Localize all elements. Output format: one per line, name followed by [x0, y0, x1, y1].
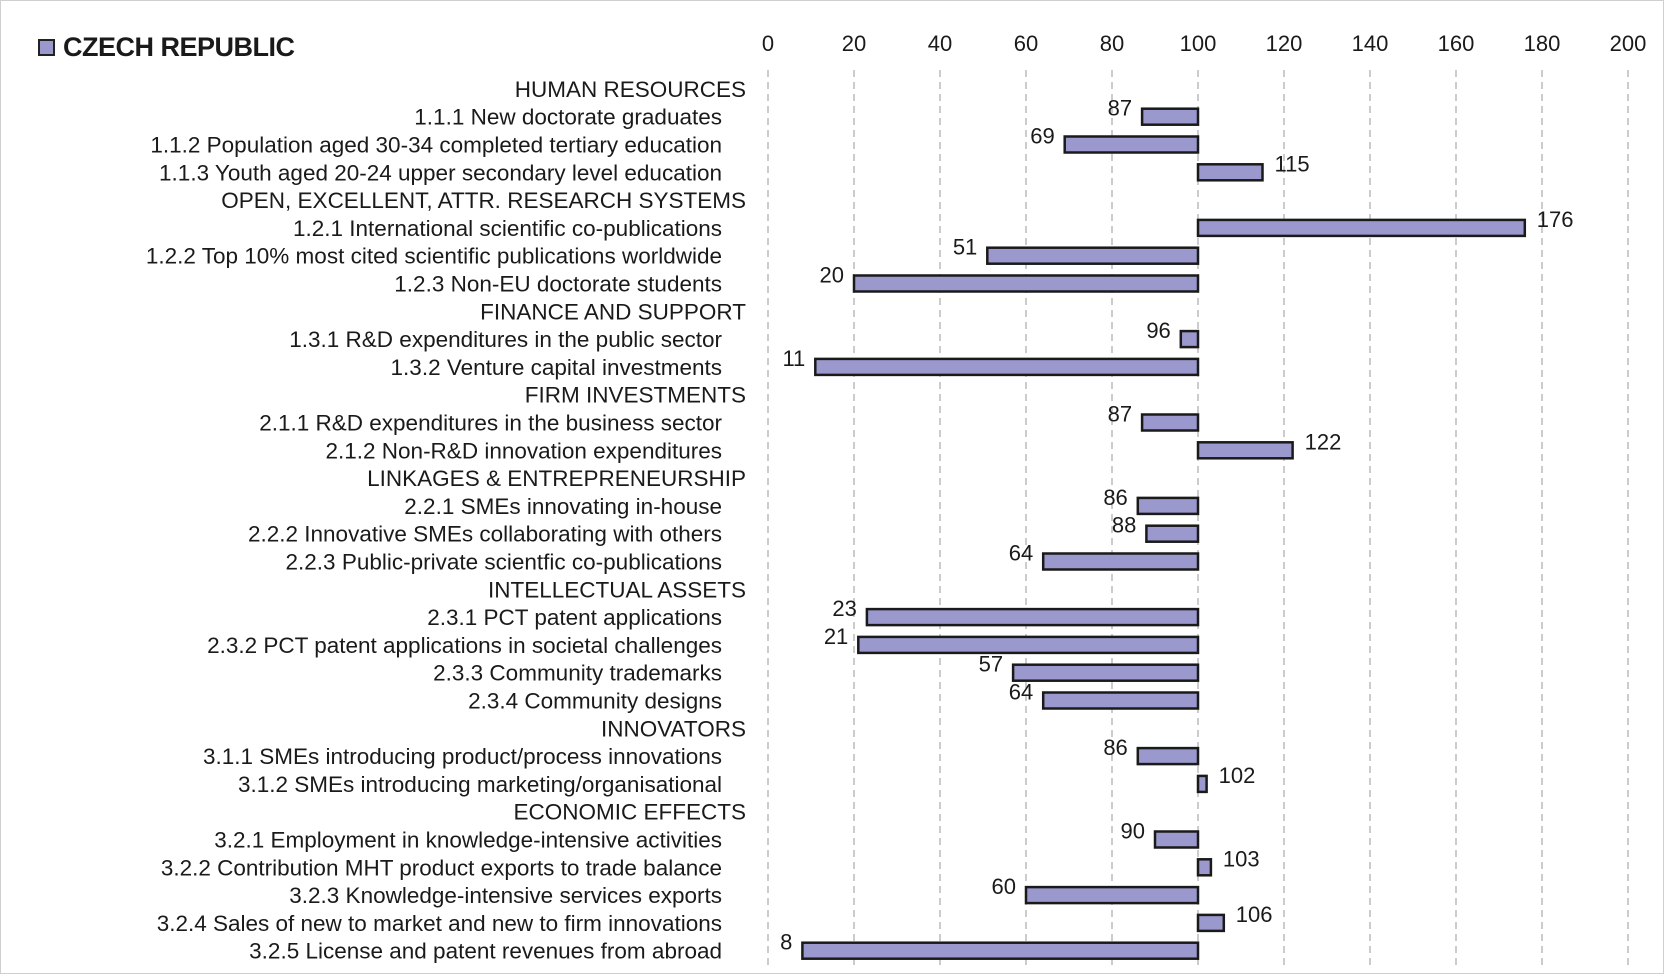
bar — [1136, 746, 1200, 766]
group-header: INTELLECTUAL ASSETS — [488, 577, 746, 602]
data-label: 122 — [1305, 429, 1342, 454]
x-tick-label: 200 — [1610, 31, 1647, 56]
data-label: 87 — [1108, 402, 1132, 427]
data-label: 103 — [1223, 846, 1260, 871]
bar — [1196, 441, 1294, 460]
category-label: 1.1.2 Population aged 30-34 completed te… — [150, 133, 722, 158]
x-tick-label: 120 — [1266, 31, 1303, 56]
data-label: 64 — [1009, 541, 1033, 566]
x-tick-label: 20 — [842, 31, 866, 56]
bar — [1145, 524, 1200, 543]
category-label: 3.2.5 License and patent revenues from a… — [249, 939, 722, 964]
bar — [1196, 774, 1208, 794]
bar — [1011, 663, 1200, 682]
data-label: 176 — [1537, 207, 1574, 232]
data-label: 21 — [824, 624, 848, 649]
category-label: 2.2.3 Public-private scientfic co-public… — [286, 550, 722, 575]
x-tick-label: 100 — [1180, 31, 1217, 56]
bar — [1196, 163, 1264, 182]
bar — [1063, 135, 1200, 154]
bar — [1136, 496, 1200, 516]
legend-label: CZECH REPUBLIC — [63, 32, 295, 62]
group-header: INNOVATORS — [601, 716, 746, 741]
data-label: 87 — [1108, 96, 1132, 121]
category-label: 1.3.2 Venture capital investments — [391, 355, 722, 380]
data-label: 115 — [1275, 151, 1310, 176]
category-label: 1.2.1 International scientific co-public… — [293, 216, 722, 241]
category-label: 1.2.2 Top 10% most cited scientific publ… — [146, 244, 722, 269]
category-label: 1.1.3 Youth aged 20-24 upper secondary l… — [159, 160, 722, 185]
category-label: 2.3.4 Community designs — [468, 689, 722, 714]
data-label: 88 — [1112, 513, 1136, 538]
group-header: OPEN, EXCELLENT, ATTR. RESEARCH SYSTEMS — [221, 188, 746, 213]
bar — [1041, 691, 1200, 710]
category-label: 3.2.4 Sales of new to market and new to … — [157, 911, 722, 936]
bar — [1153, 830, 1200, 849]
data-label: 96 — [1146, 318, 1170, 343]
x-tick-label: 140 — [1352, 31, 1389, 56]
bar — [1024, 885, 1200, 905]
data-label: 90 — [1121, 819, 1145, 844]
category-label: 3.2.1 Employment in knowledge-intensive … — [214, 828, 722, 853]
data-label: 86 — [1103, 735, 1127, 760]
data-label: 64 — [1009, 680, 1033, 705]
group-header: ECONOMIC EFFECTS — [513, 800, 746, 825]
bar — [986, 246, 1200, 265]
legend-swatch — [38, 39, 55, 56]
x-tick-label: 40 — [928, 31, 952, 56]
category-label: 3.1.1 SMEs introducing product/process i… — [203, 744, 722, 769]
bar — [1196, 218, 1527, 238]
bar — [1196, 858, 1213, 877]
bar — [1140, 413, 1200, 432]
x-tick-label: 160 — [1438, 31, 1475, 56]
data-label: 23 — [832, 596, 856, 621]
category-label: 2.1.1 R&D expenditures in the business s… — [259, 411, 722, 436]
category-label: 1.2.3 Non-EU doctorate students — [394, 272, 722, 297]
bar — [1041, 552, 1200, 571]
group-header: FIRM INVESTMENTS — [525, 383, 746, 408]
bar — [1196, 913, 1226, 933]
category-label: 1.3.1 R&D expenditures in the public sec… — [289, 327, 722, 352]
bar — [801, 941, 1200, 960]
bar — [1140, 107, 1200, 126]
group-header: HUMAN RESOURCES — [515, 77, 746, 102]
bar — [857, 635, 1200, 655]
x-tick-label: 0 — [762, 31, 774, 56]
bar — [814, 357, 1200, 377]
data-label: 57 — [979, 652, 1003, 677]
category-label: 2.3.3 Community trademarks — [433, 661, 722, 686]
data-label: 86 — [1103, 485, 1127, 510]
x-tick-label: 180 — [1524, 31, 1561, 56]
category-label: 2.3.2 PCT patent applications in societa… — [207, 633, 722, 658]
category-label: 2.3.1 PCT patent applications — [427, 605, 722, 630]
group-header: LINKAGES & ENTREPRENEURSHIP — [367, 466, 746, 491]
category-label: 3.2.2 Contribution MHT product exports t… — [161, 855, 722, 880]
category-label: 3.1.2 SMEs introducing marketing/organis… — [238, 772, 722, 797]
data-label: 102 — [1219, 763, 1256, 788]
data-label: 20 — [820, 263, 844, 288]
category-label: 1.1.1 New doctorate graduates — [414, 105, 722, 130]
data-label: 69 — [1030, 124, 1054, 149]
data-label: 60 — [992, 874, 1016, 899]
data-label: 8 — [780, 930, 792, 955]
category-label: 2.2.1 SMEs innovating in-house — [404, 494, 722, 519]
bar — [865, 607, 1200, 627]
x-tick-label: 60 — [1014, 31, 1038, 56]
data-label: 51 — [953, 235, 977, 260]
x-tick-label: 80 — [1100, 31, 1124, 56]
bar — [1179, 329, 1200, 349]
category-label: 3.2.3 Knowledge-intensive services expor… — [289, 883, 722, 908]
group-header: FINANCE AND SUPPORT — [480, 299, 746, 324]
data-label: 11 — [782, 346, 805, 371]
category-label: 2.1.2 Non-R&D innovation expenditures — [326, 438, 723, 463]
bar — [852, 274, 1200, 293]
category-label: 2.2.2 Innovative SMEs collaborating with… — [248, 522, 722, 547]
legend: CZECH REPUBLIC — [38, 32, 295, 63]
data-label: 106 — [1236, 902, 1273, 927]
